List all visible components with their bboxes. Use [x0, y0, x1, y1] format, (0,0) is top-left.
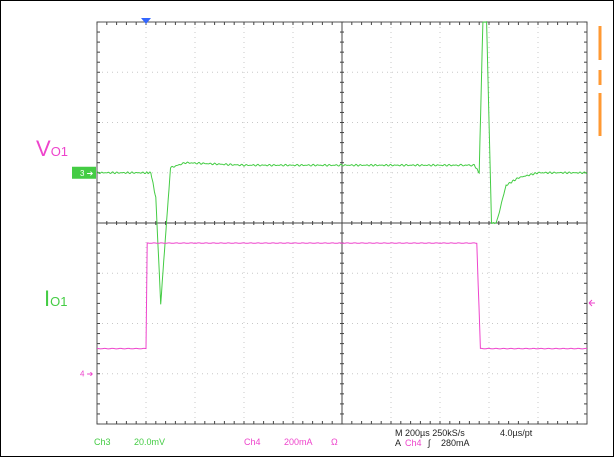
ch3-marker-badge — [72, 166, 96, 179]
timebase: M 200µs 250kS/s — [395, 428, 465, 438]
ch4-status-label: Ch4 — [244, 437, 261, 447]
trigger-level-marker — [588, 299, 595, 307]
trigger-slope: ∫ — [428, 438, 431, 448]
ch3-scale: 20.0mV — [134, 437, 166, 447]
trigger-a: A — [395, 438, 402, 448]
per-point: 4.0µs/pt — [500, 428, 533, 438]
trigger-source: Ch4 — [405, 438, 422, 448]
vo1-label: VO1 — [36, 136, 69, 161]
ch3-status-label: Ch3 — [94, 437, 111, 447]
ch4-coupling: Ω — [331, 437, 338, 447]
trace-ch4 — [96, 242, 588, 350]
trigger-position-marker — [141, 18, 151, 24]
trace-ch3 — [96, 21, 588, 305]
trigger-level: 280mA — [441, 438, 470, 448]
ch4-scale: 200mA — [284, 437, 313, 447]
ch3-marker-text: 3 ➔ — [80, 169, 94, 178]
ch4-marker-text: 4 ➔ — [80, 370, 94, 379]
io1-label: IO1 — [44, 286, 68, 311]
